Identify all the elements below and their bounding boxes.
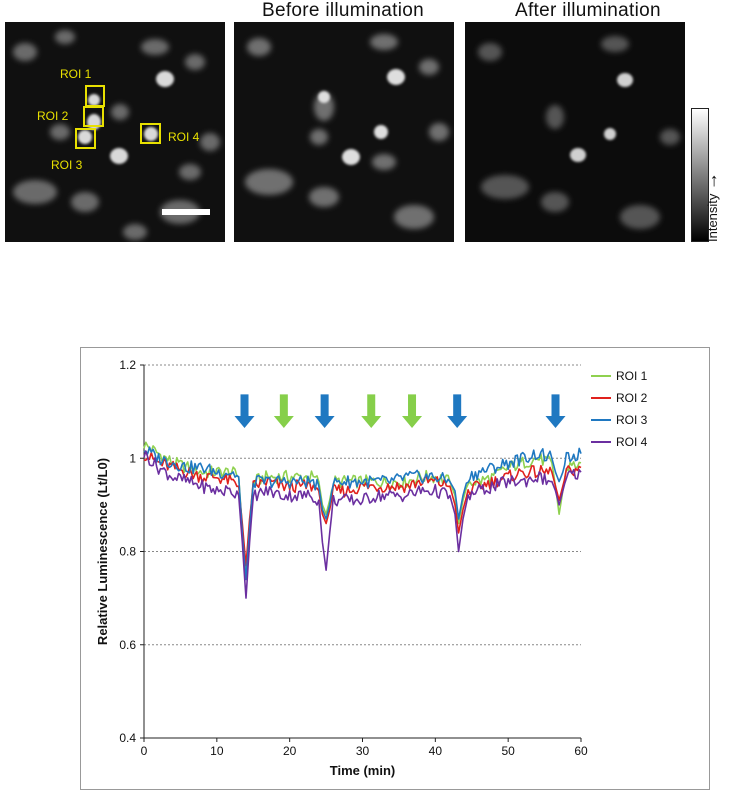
x-tick-label: 20: [283, 744, 297, 758]
y-tick-label: 1: [129, 451, 136, 465]
roi-1-label: ROI 1: [60, 67, 92, 81]
y-tick-label: 0.6: [119, 638, 136, 652]
series-line-roi-3: [143, 446, 582, 581]
x-tick-label: 30: [356, 744, 370, 758]
luminescence-chart: 0.4 0.6 0.8 1 1.2 0 10 20 30 40 50 60 Time (min) Rela…: [95, 358, 648, 778]
roi-3-box: [75, 128, 96, 149]
roi-4-box: [140, 123, 161, 144]
down-arrow-icon: [234, 394, 255, 428]
roi-2-box: [83, 106, 104, 127]
down-arrow-icon: [361, 394, 382, 428]
legend-label: ROI 4: [616, 435, 648, 449]
x-tick-label: 0: [141, 744, 148, 758]
legend-label: ROI 1: [616, 369, 648, 383]
chart-frame: 0.4 0.6 0.8 1 1.2 0 10 20 30 40 50 60 Time (min) Rela…: [80, 347, 710, 790]
microscopy-panel-after: [465, 22, 685, 242]
down-arrow-icon: [273, 394, 294, 428]
series-line-roi-4: [143, 450, 582, 599]
before-illumination-title: Before illumination: [262, 0, 425, 21]
legend-label: ROI 2: [616, 391, 648, 405]
intensity-label-text: Intensity: [705, 193, 720, 242]
down-arrow-icon: [447, 394, 468, 428]
y-tick-label: 0.8: [119, 545, 136, 559]
down-arrow-icon: [314, 394, 335, 428]
microscopy-image-after: [465, 22, 685, 242]
down-arrow-icon: [545, 394, 566, 428]
x-tick-label: 10: [210, 744, 224, 758]
after-illumination-title: After illumination: [515, 0, 661, 21]
y-axis-label: Relative Luminescence (Lt/L0): [95, 458, 110, 645]
microscopy-image-before: [234, 22, 454, 242]
roi-3-label: ROI 3: [51, 158, 83, 172]
scale-bar: [162, 209, 210, 215]
x-axis-label: Time (min): [330, 763, 396, 778]
x-tick-label: 60: [574, 744, 588, 758]
y-tick-label: 0.4: [119, 731, 136, 745]
y-tick-label: 1.2: [119, 358, 136, 372]
legend-label: ROI 3: [616, 413, 648, 427]
roi-2-label: ROI 2: [37, 109, 69, 123]
arrow-right-icon: →: [701, 171, 721, 190]
microscopy-panel-roi: ROI 1 ROI 2 ROI 3 ROI 4: [5, 22, 225, 242]
x-tick-label: 40: [429, 744, 443, 758]
x-tick-label: 50: [501, 744, 515, 758]
roi-4-label: ROI 4: [168, 130, 200, 144]
down-arrow-icon: [402, 394, 423, 428]
microscopy-image-roi: [5, 22, 225, 242]
intensity-label: Intensity →: [701, 172, 722, 242]
roi-1-box: [85, 85, 105, 107]
microscopy-panel-before: [234, 22, 454, 242]
intensity-colorbar: [691, 108, 709, 242]
